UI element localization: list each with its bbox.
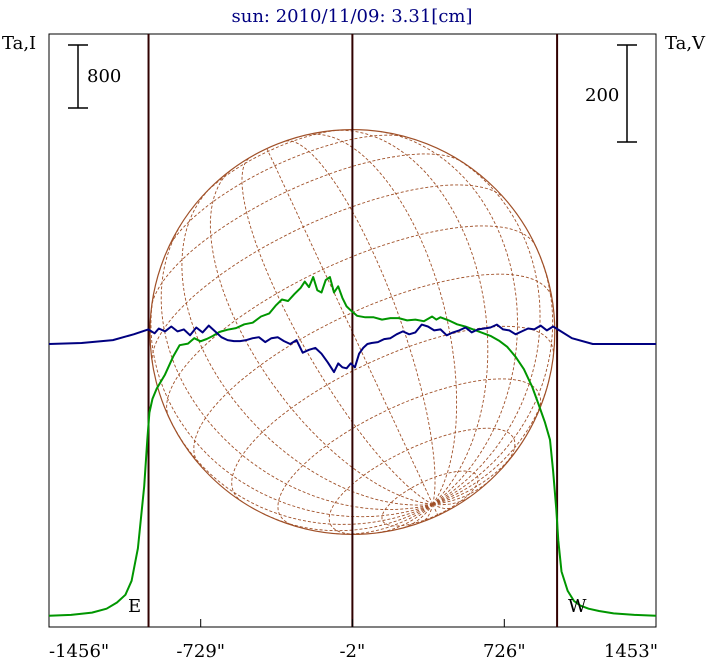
east-limb-label: E [128,596,141,617]
longitude-line [432,477,493,505]
left-scale-bar-label: 800 [87,66,121,87]
x-tick-label: -2" [339,641,365,662]
chart-title: sun: 2010/11/09: 3.31[cm] [231,6,472,27]
right-axis-label: Ta,V [665,33,706,54]
latitude-line [277,378,542,527]
latitude-line [193,273,553,463]
data-series [48,276,657,617]
longitude-line [150,293,433,518]
longitude-line [403,504,434,529]
longitude-line [284,140,436,505]
longitude-line [168,417,433,525]
left-scale-bar: 800 [68,44,121,109]
limb-and-center-markers [147,34,559,627]
longitude-line [337,129,489,505]
latitude-line [151,184,506,364]
longitude-line [262,504,434,532]
latitude-line [231,325,554,503]
longitude-line [209,169,433,505]
longitude-line [432,504,439,516]
x-tick-label: -729" [176,641,225,662]
longitude-line [432,379,550,505]
longitude-line [432,246,554,505]
west-limb-label: W [568,596,587,617]
solar-disk-grid [149,128,556,536]
series-line-v [48,323,656,374]
longitude-line [380,131,518,505]
x-tick-label: 726" [483,641,526,662]
x-axis-ticks: -1456" -729" -2" 726" 1453" [48,619,658,662]
longitude-line [374,504,434,534]
longitude-line [432,154,541,505]
longitude-line [266,148,434,505]
longitude-line [422,504,434,522]
latitude-line [151,153,460,304]
x-tick-label: 1453" [604,641,658,662]
right-scale-bar-label: 200 [585,85,619,106]
left-axis-label: Ta,I [2,33,36,54]
series-line-i [48,276,657,617]
longitude-line [160,224,433,511]
longitude-line [181,190,433,506]
longitude-line [432,496,470,506]
latitude-line [168,134,406,248]
longitude-line [432,503,453,510]
x-tick-label: -1456" [49,641,109,662]
latitude-line [204,129,342,194]
latitude-line [166,225,537,418]
right-scale-bar: 200 [585,44,637,143]
longitude-line [241,156,434,505]
